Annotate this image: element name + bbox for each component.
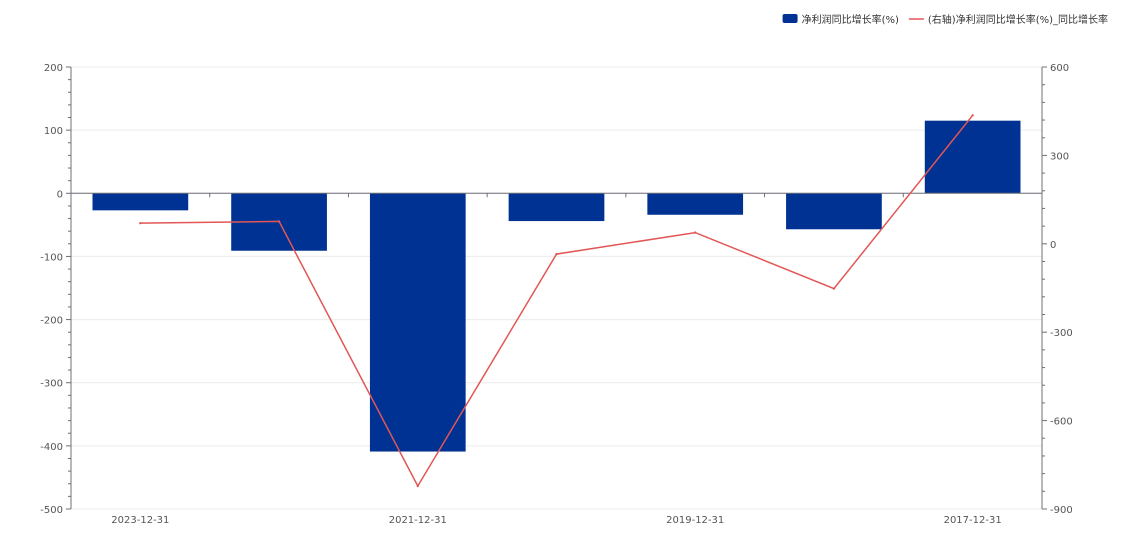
y-axis-left-tick-label: -300 bbox=[40, 379, 63, 390]
line-point bbox=[139, 221, 142, 225]
line-point bbox=[416, 484, 419, 488]
axes: 200 100 0 -100 -200 -300 -400 -500 600 300 0 -300 -6… bbox=[40, 63, 1072, 526]
bar bbox=[92, 193, 189, 211]
x-axis-tick-label: 2021-12-31 bbox=[389, 515, 447, 526]
bar bbox=[786, 193, 882, 230]
bar bbox=[924, 120, 1021, 194]
line-point bbox=[277, 220, 281, 223]
line-series bbox=[139, 114, 974, 488]
y-axis-right-tick-label: 0 bbox=[1050, 240, 1056, 251]
bar bbox=[369, 193, 466, 452]
x-axis-tick-label: 2023-12-31 bbox=[111, 515, 169, 526]
y-axis-right-tick-label: 600 bbox=[1050, 63, 1069, 74]
bar bbox=[508, 193, 605, 222]
bar bbox=[647, 193, 744, 215]
legend-item-line[interactable]: (右轴)净利润同比增长率(%)_同比增长率 bbox=[908, 13, 1108, 26]
x-axis-tick-label: 2019-12-31 bbox=[666, 515, 724, 526]
line-point bbox=[555, 252, 558, 256]
y-axis-right-tick-label: -600 bbox=[1050, 417, 1073, 428]
legend-label: 净利润同比增长率(%) bbox=[802, 13, 899, 26]
grid-lines bbox=[71, 66, 1042, 510]
y-axis-left-tick-label: 200 bbox=[44, 63, 63, 74]
y-axis-right-tick-label: -300 bbox=[1050, 328, 1073, 339]
y-axis-left-tick-label: -500 bbox=[40, 505, 63, 516]
y-axis-right-tick-label: -900 bbox=[1050, 505, 1073, 516]
y-axis-left-tick-label: 0 bbox=[57, 189, 63, 200]
line-point bbox=[694, 231, 697, 234]
legend-bar-swatch bbox=[782, 14, 798, 23]
y-axis-left-tick-label: 100 bbox=[44, 126, 63, 137]
legend[interactable]: 净利润同比增长率(%) (右轴)净利润同比增长率(%)_同比增长率 bbox=[782, 13, 1108, 26]
x-axis-tick-label: 2017-12-31 bbox=[944, 515, 1002, 526]
legend-item-bar[interactable]: 净利润同比增长率(%) bbox=[782, 13, 899, 26]
legend-label: (右轴)净利润同比增长率(%)_同比增长率 bbox=[928, 13, 1108, 26]
y-axis-left-tick-label: -100 bbox=[40, 252, 63, 263]
y-axis-right-tick-label: 300 bbox=[1050, 151, 1069, 162]
y-axis-left-tick-label: -200 bbox=[40, 316, 63, 327]
bar-series bbox=[92, 120, 1021, 452]
y-axis-left-tick-label: -400 bbox=[40, 442, 63, 453]
line-point bbox=[832, 287, 836, 290]
line-path bbox=[140, 114, 974, 488]
line-point bbox=[971, 114, 974, 117]
